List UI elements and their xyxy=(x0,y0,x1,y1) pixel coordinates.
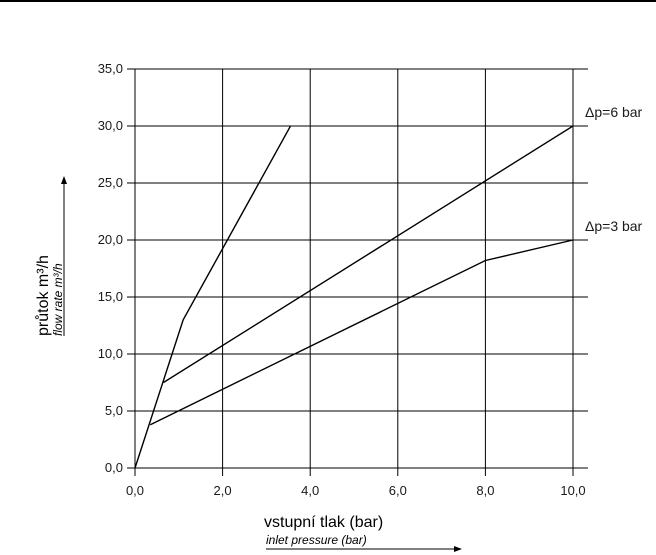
y-tick-label: 30,0 xyxy=(98,118,123,133)
y-tick-label: 10,0 xyxy=(98,346,123,361)
x-tick-label: 10,0 xyxy=(560,483,585,498)
series-line-1 xyxy=(134,125,292,469)
series-line-3 xyxy=(149,239,574,426)
y-tick-label: 35,0 xyxy=(98,61,123,76)
x-axis-label: vstupní tlak (bar) xyxy=(264,514,383,531)
series-lines xyxy=(134,125,574,469)
y-tick-label: 25,0 xyxy=(98,175,123,190)
series-annotation: Δp=6 bar xyxy=(585,104,643,120)
x-axis-arrow xyxy=(266,546,462,552)
y-axis-label: průtok m³/h xyxy=(34,255,52,336)
y-tick-label: 20,0 xyxy=(98,232,123,247)
grid xyxy=(127,68,588,476)
series-annotations: Δp=6 bar Δp=3 bar xyxy=(585,104,643,234)
y-tick-label: 15,0 xyxy=(98,289,123,304)
y-tick-label: 0,0 xyxy=(105,460,123,475)
x-tick-label: 2,0 xyxy=(214,483,232,498)
x-tick-label: 4,0 xyxy=(301,483,319,498)
series-line-2 xyxy=(163,125,574,384)
x-tick-label: 8,0 xyxy=(476,483,494,498)
x-tick-label: 6,0 xyxy=(389,483,407,498)
y-axis-sublabel: flow rate m³/h xyxy=(51,263,65,336)
y-tick-label: 5,0 xyxy=(105,403,123,418)
x-axis-sublabel: inlet pressure (bar) xyxy=(266,533,367,547)
y-axis-arrow xyxy=(61,176,67,336)
series-annotation: Δp=3 bar xyxy=(585,218,643,234)
tick-labels: 0,0 5,0 10,0 15,0 20,0 25,0 30,0 35,0 0,0 2,0 4,0 6… xyxy=(98,61,586,498)
x-tick-label: 0,0 xyxy=(126,483,144,498)
